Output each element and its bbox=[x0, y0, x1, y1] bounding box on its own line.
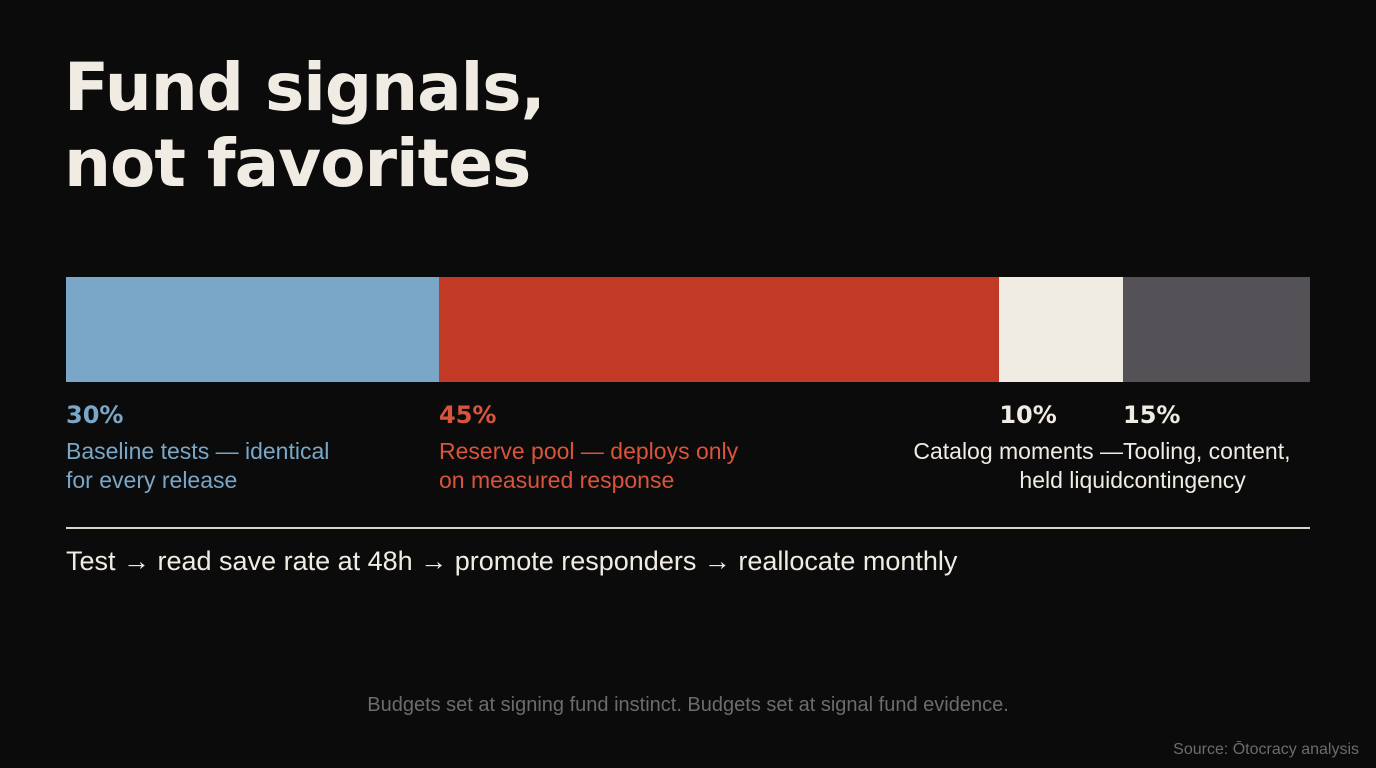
segment-description-line-2: held liquid bbox=[1019, 467, 1123, 493]
segment-description: Tooling, content, contingency bbox=[1123, 437, 1291, 495]
stacked-allocation-bar bbox=[66, 277, 1310, 382]
title-line-1: Fund signals, bbox=[64, 49, 546, 126]
segment-description-line-2: on measured response bbox=[439, 467, 675, 493]
segment-label: 10% Catalog moments — held liquid bbox=[913, 398, 1123, 495]
segment-label: 45% Reserve pool — deploys only on measure… bbox=[439, 398, 738, 495]
segment-labels: 30% Baseline tests — identical for every r… bbox=[66, 398, 1310, 508]
bar-segment bbox=[66, 277, 439, 382]
segment-label: 30% Baseline tests — identical for every r… bbox=[66, 398, 329, 495]
segment-percent-label: 10% bbox=[999, 401, 1057, 429]
segment-description: Catalog moments — held liquid bbox=[913, 437, 1123, 495]
segment-description-line-2: contingency bbox=[1123, 467, 1246, 493]
segment-description: Baseline tests — identical for every rele… bbox=[66, 437, 329, 495]
segment-description-line-2: for every release bbox=[66, 467, 238, 493]
source-note: Source: Ōtocracy analysis bbox=[1173, 741, 1359, 758]
segment-description-line-1: Tooling, content, bbox=[1123, 438, 1291, 464]
segment-percent-label: 30% bbox=[66, 401, 124, 429]
title-line-2: not favorites bbox=[64, 125, 531, 202]
divider-rule bbox=[66, 527, 1310, 529]
chart-title: Fund signals, not favorites bbox=[64, 49, 546, 202]
segment-description-line-1: Reserve pool — deploys only bbox=[439, 438, 739, 464]
process-flow-text: Test → read save rate at 48h → promote r… bbox=[66, 546, 958, 576]
bar-segment bbox=[999, 277, 1123, 382]
segment-description-line-1: Catalog moments — bbox=[913, 438, 1123, 464]
footnote: Budgets set at signing fund instinct. Bu… bbox=[367, 694, 1009, 716]
bar-segment bbox=[1123, 277, 1310, 382]
segment-description: Reserve pool — deploys only on measured r… bbox=[439, 437, 738, 495]
segment-description-line-1: Baseline tests — identical bbox=[66, 438, 330, 464]
segment-percent-label: 15% bbox=[1123, 401, 1181, 429]
segment-percent-label: 45% bbox=[439, 401, 497, 429]
segment-label: 15% Tooling, content, contingency bbox=[1123, 398, 1291, 495]
bar-segment bbox=[439, 277, 999, 382]
